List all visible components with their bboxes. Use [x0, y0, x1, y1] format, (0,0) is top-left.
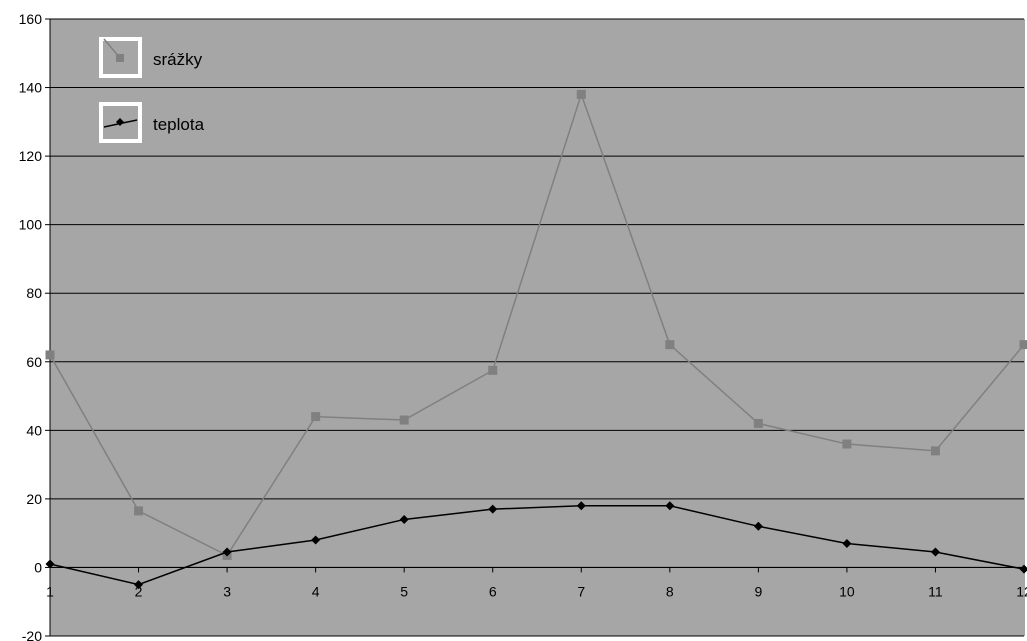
data-point-srazky: [754, 419, 763, 428]
x-tick-label: 3: [223, 583, 231, 599]
data-point-srazky: [134, 506, 143, 515]
legend-label-srazky: srážky: [153, 50, 203, 69]
legend-label-teplota: teplota: [153, 115, 205, 134]
data-point-srazky: [400, 416, 409, 425]
x-tick-label: 10: [839, 583, 855, 599]
x-tick-label: 1: [46, 583, 54, 599]
data-point-srazky: [311, 412, 320, 421]
data-point-srazky: [577, 90, 586, 99]
y-tick-label: 140: [19, 80, 43, 96]
y-tick-label: 40: [26, 422, 42, 438]
x-tick-label: 8: [666, 583, 674, 599]
plot-area: [50, 19, 1025, 636]
legend-marker-srazky: [116, 54, 124, 62]
y-tick-labels: -20 0 20 40 60 80 100 120 140 160: [19, 11, 43, 641]
data-point-srazky: [488, 366, 497, 375]
data-point-srazky: [1020, 340, 1027, 349]
y-tick-label: 0: [34, 559, 42, 575]
x-tick-label: 9: [754, 583, 762, 599]
data-point-srazky: [842, 440, 851, 449]
y-tick-label: 100: [19, 217, 43, 233]
x-tick-label: 6: [489, 583, 497, 599]
y-tick-label: 20: [26, 491, 42, 507]
y-tick-label: 60: [26, 354, 42, 370]
data-point-srazky: [665, 340, 674, 349]
x-tick-label: 12: [1016, 583, 1027, 599]
x-tick-label: 4: [312, 583, 320, 599]
y-tick-label: 120: [19, 148, 43, 164]
x-tick-label: 7: [577, 583, 585, 599]
data-point-srazky: [46, 350, 55, 359]
y-tick-label: 160: [19, 11, 43, 27]
data-point-srazky: [931, 446, 940, 455]
y-tick-label: -20: [22, 628, 42, 641]
x-tick-label: 11: [928, 583, 943, 599]
y-tick-label: 80: [26, 285, 42, 301]
x-tick-label: 5: [400, 583, 408, 599]
